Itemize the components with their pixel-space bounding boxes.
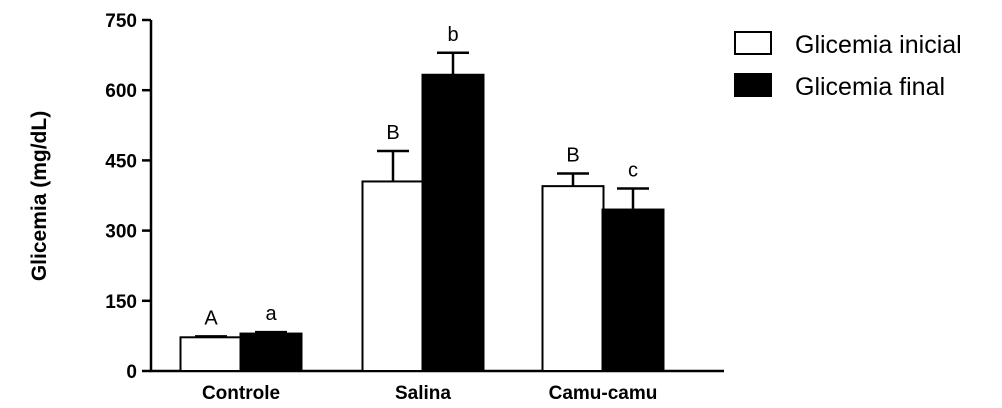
bar [179, 336, 243, 372]
y-tick-label: 450 [105, 151, 137, 172]
significance-label: A [204, 307, 218, 329]
significance-label: b [447, 24, 458, 46]
legend-label: Glicemia inicial [795, 31, 962, 59]
y-axis: 0 150 300 450 600 750 [105, 11, 153, 383]
bar [239, 332, 303, 372]
x-axis: Controle Salina Camu-camu [150, 369, 724, 404]
y-tick-label: 600 [105, 81, 137, 102]
significance-label: B [566, 145, 579, 167]
y-axis-title: Glicemia (mg/dL) [28, 111, 51, 281]
legend-swatch [734, 31, 772, 55]
x-ticks: Controle Salina Camu-camu [202, 383, 657, 404]
x-tick-label: Camu-camu [549, 383, 658, 404]
y-tick-label: 150 [105, 292, 137, 313]
y-tick-label: 750 [105, 11, 137, 32]
bar [541, 185, 605, 372]
legend: Glicemia inicial Glicemia final [734, 31, 962, 101]
legend-label: Glicemia final [795, 73, 945, 101]
significance-label: a [265, 303, 277, 325]
bar [421, 73, 485, 372]
significance-label: c [628, 159, 638, 181]
x-tick-label: Controle [202, 383, 280, 404]
x-tick-label: Salina [395, 383, 451, 404]
bar [361, 180, 425, 372]
bar [601, 208, 665, 372]
legend-swatch [734, 73, 772, 97]
y-ticks: 0 150 300 450 600 750 [105, 11, 151, 383]
y-tick-label: 0 [126, 362, 137, 383]
significance-label: B [386, 122, 399, 144]
y-tick-label: 300 [105, 222, 137, 243]
